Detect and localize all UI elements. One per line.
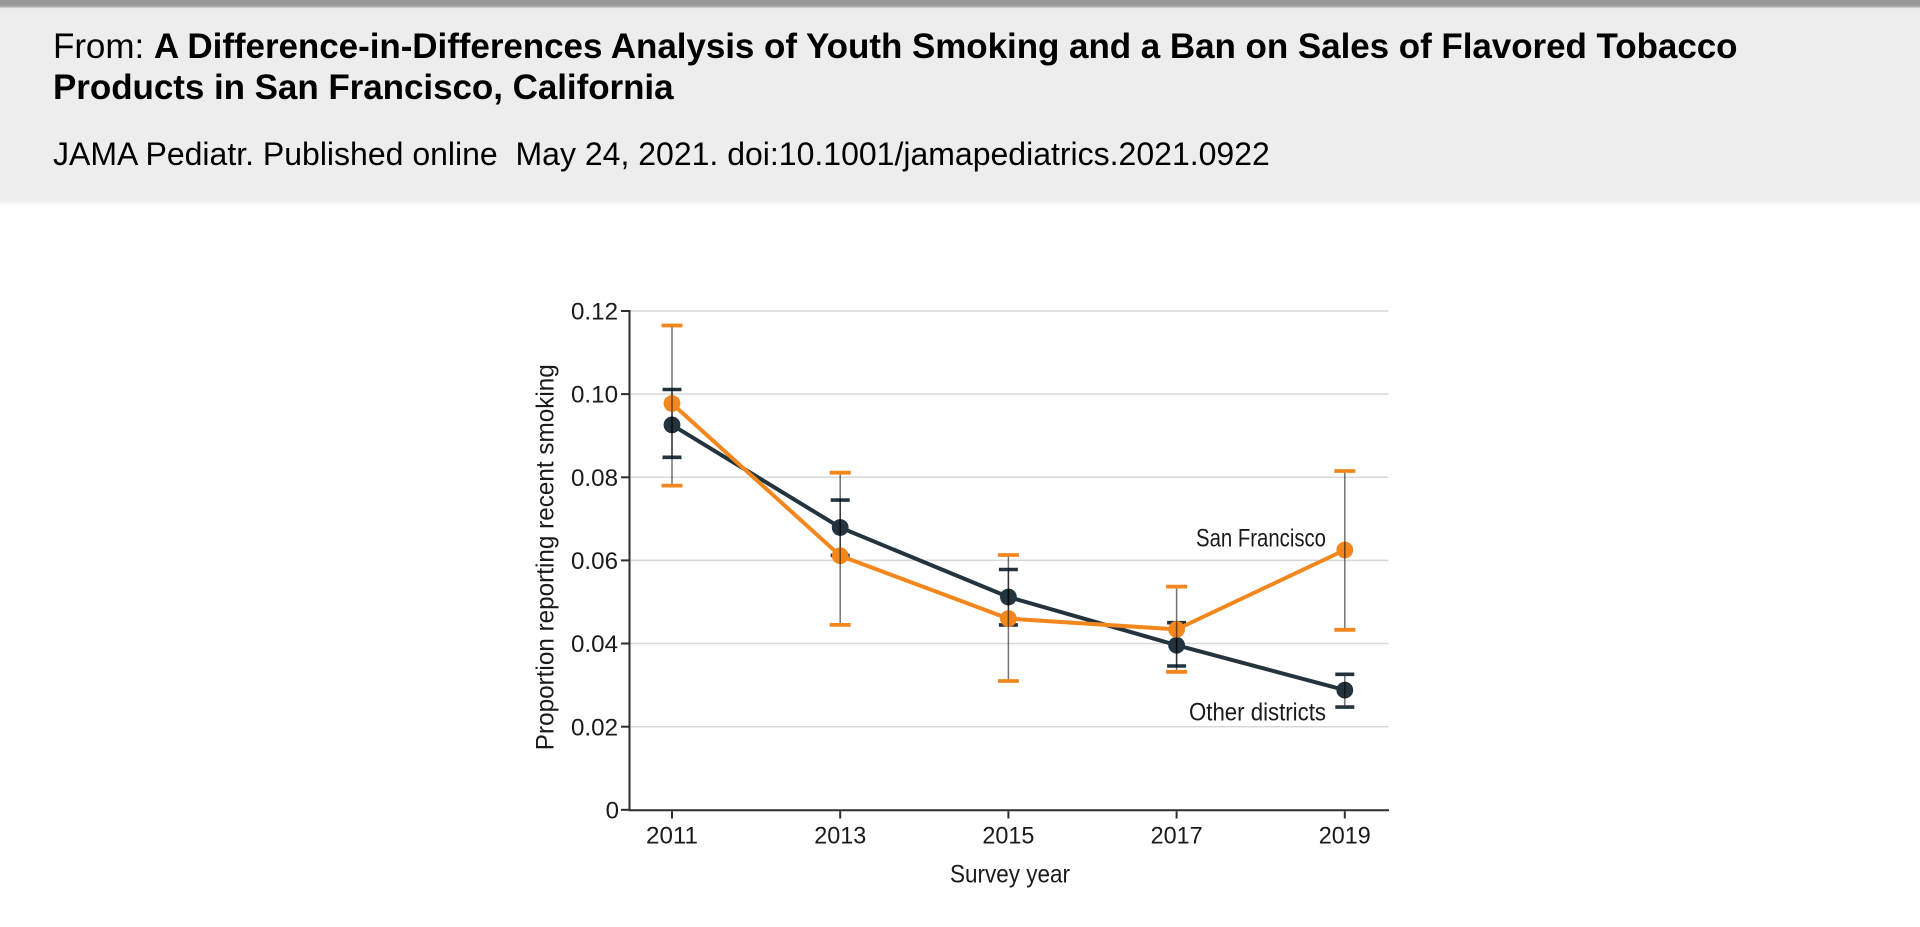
svg-text:2015: 2015 — [982, 823, 1034, 850]
svg-text:0: 0 — [606, 797, 619, 824]
svg-text:0.02: 0.02 — [571, 714, 618, 741]
svg-text:2013: 2013 — [814, 823, 866, 850]
svg-text:0.12: 0.12 — [571, 299, 618, 326]
svg-text:Proportion reporting recent sm: Proportion reporting recent smoking — [532, 364, 560, 750]
svg-text:0.04: 0.04 — [571, 631, 618, 658]
svg-text:0.08: 0.08 — [571, 465, 618, 492]
svg-text:Other districts: Other districts — [1189, 699, 1326, 727]
svg-text:2019: 2019 — [1319, 823, 1371, 850]
svg-text:0.06: 0.06 — [571, 548, 618, 575]
svg-text:0.10: 0.10 — [571, 382, 618, 409]
svg-text:2011: 2011 — [646, 823, 698, 850]
svg-text:2017: 2017 — [1151, 823, 1203, 850]
svg-text:Survey year: Survey year — [950, 861, 1070, 889]
svg-text:San Francisco: San Francisco — [1196, 525, 1326, 553]
